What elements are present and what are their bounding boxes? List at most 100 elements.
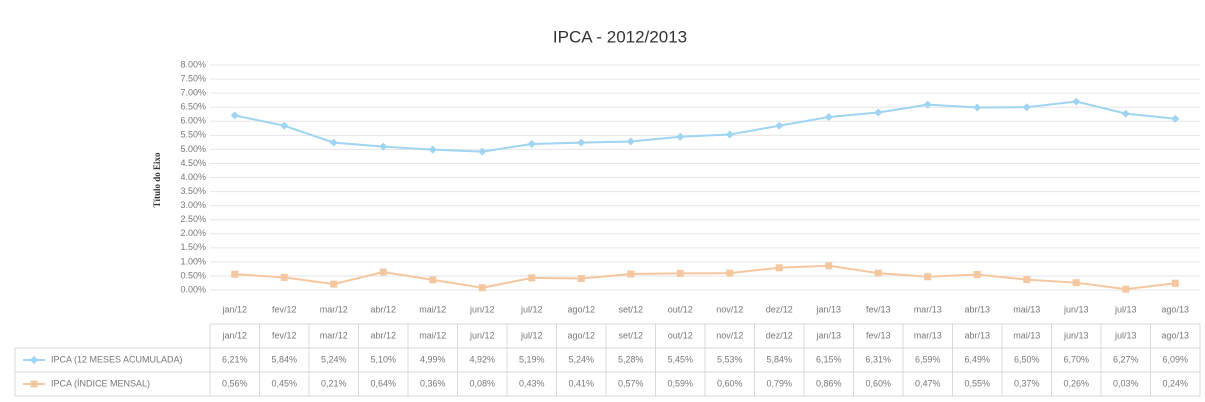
table-value: 0,64% [370,378,396,388]
y-tick-label: 2.00% [180,228,206,238]
data-point [330,280,338,288]
table-value: 0,55% [964,378,990,388]
y-tick-label: 8.00% [180,59,206,69]
series-line [234,264,1176,291]
data-point [1023,276,1031,284]
data-point [725,130,734,139]
table-header: jun/13 [1063,330,1089,340]
data-point [924,273,932,281]
x-tick-label: jun/13 [1063,304,1089,314]
x-tick-label: jul/13 [1114,304,1137,314]
series-line [234,100,1176,153]
table-value: 5,45% [667,354,693,364]
table-header: jul/12 [520,330,543,340]
x-tick-label: ago/12 [567,304,595,314]
data-point [280,273,288,281]
x-tick-label: jul/12 [520,304,543,314]
x-tick-label: mai/13 [1013,304,1040,314]
table-value: 5,84% [271,354,297,364]
y-tick-label: 0.50% [180,270,206,280]
data-point [874,269,882,277]
x-tick-label: dez/12 [766,304,793,314]
y-tick-label: 5.50% [180,130,206,140]
table-value: 6,21% [222,354,248,364]
data-point [280,121,289,130]
table-value: 5,53% [717,354,743,364]
data-point [429,276,437,284]
data-point [973,103,982,112]
table-value: 0,43% [519,378,545,388]
chart-title: IPCA - 2012/2013 [553,27,687,46]
y-tick-label: 7.00% [180,88,206,98]
x-tick-label: abr/13 [964,304,990,314]
x-tick-label: ago/13 [1161,304,1189,314]
x-tick-label: mar/12 [320,304,348,314]
table-header: abr/13 [964,330,990,340]
data-point [1171,114,1180,123]
table-value: 0,03% [1113,378,1139,388]
table-value: 0,37% [1014,378,1040,388]
data-point [577,274,585,282]
table-header: ago/13 [1161,330,1189,340]
data-point [478,284,486,292]
legend-label: IPCA (12 MESES ACUMULADA) [51,354,183,364]
y-tick-label: 2.50% [180,214,206,224]
data-point [627,270,635,278]
data-point [1122,285,1130,293]
table-value: 0,41% [568,378,594,388]
table-header: out/12 [668,330,693,340]
data-point [874,108,883,117]
data-point [923,100,932,109]
data-point [676,132,685,141]
table-header: ago/12 [567,330,595,340]
data-point [577,138,586,147]
table-value: 6,15% [816,354,842,364]
table-value: 5,19% [519,354,545,364]
table-value: 0,45% [271,378,297,388]
x-tick-label: set/12 [618,304,643,314]
table-value: 6,27% [1113,354,1139,364]
x-tick-label: abr/12 [370,304,396,314]
table-header: set/12 [618,330,643,340]
table-value: 0,79% [766,378,792,388]
table-value: 0,59% [667,378,693,388]
y-tick-label: 1.50% [180,242,206,252]
table-value: 0,56% [222,378,248,388]
y-tick-label: 6.00% [180,116,206,126]
y-tick-label: 0.00% [180,284,206,294]
table-value: 0,86% [816,378,842,388]
table-header: jul/13 [1114,330,1137,340]
table-value: 0,60% [865,378,891,388]
table-value: 4,92% [469,354,495,364]
table-value: 6,50% [1014,354,1040,364]
data-point [379,142,388,151]
table-header: jun/12 [469,330,495,340]
x-tick-label: jun/12 [469,304,495,314]
legend-marker [30,380,38,388]
legend-marker [30,356,38,364]
table-value: 0,47% [915,378,941,388]
y-tick-label: 4.50% [180,158,206,168]
data-point [1072,279,1080,287]
x-tick-label: jan/12 [221,304,247,314]
table-value: 6,09% [1162,354,1188,364]
data-point [825,262,833,270]
table-header: jan/12 [221,330,247,340]
table-value: 0,60% [717,378,743,388]
data-point [775,121,784,130]
x-tick-label: nov/12 [716,304,743,314]
table-value: 0,26% [1063,378,1089,388]
table-value: 5,24% [568,354,594,364]
data-point [528,274,536,282]
x-tick-label: jan/13 [815,304,841,314]
data-point [329,138,338,147]
table-header: nov/12 [716,330,743,340]
y-tick-label: 7.50% [180,73,206,83]
table-value: 5,10% [370,354,396,364]
data-point [1121,109,1130,118]
table-value: 6,70% [1063,354,1089,364]
y-axis-title: Título do Eixo [152,152,162,208]
data-point [230,111,239,120]
table-value: 6,49% [964,354,990,364]
